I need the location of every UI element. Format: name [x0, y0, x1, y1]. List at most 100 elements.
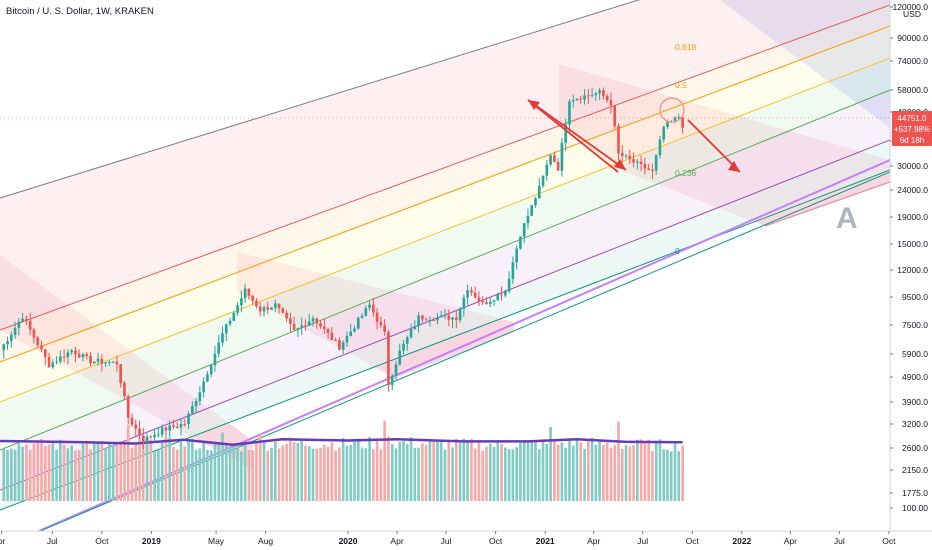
candle [609, 100, 613, 106]
volume-bar [141, 443, 145, 501]
x-tick-label: Oct [95, 536, 109, 546]
volume-bar [658, 439, 662, 501]
fib-label: 0 [675, 246, 680, 256]
candle [307, 321, 311, 326]
candle [341, 342, 345, 350]
candle [70, 350, 73, 353]
candle [51, 362, 55, 368]
volume-bar [66, 448, 70, 501]
candle [409, 329, 413, 338]
candle [643, 163, 647, 169]
volume-bar [247, 450, 251, 501]
candle [338, 339, 341, 350]
candle [32, 329, 36, 338]
volume-bar [255, 441, 258, 501]
y-tick-label: 90000.0 [897, 33, 928, 43]
volume-bar [436, 439, 439, 501]
x-tick-label: 2021 [536, 536, 555, 546]
volume-bar [545, 443, 549, 501]
volume-bar [560, 442, 564, 501]
candle [273, 303, 277, 308]
candle [666, 121, 669, 127]
x-tick-label: 2020 [339, 536, 358, 546]
volume-bar [25, 444, 28, 501]
volume-bar [639, 439, 643, 501]
candle [647, 168, 650, 170]
candle [662, 126, 666, 140]
candle [145, 436, 149, 443]
volume-bar [285, 443, 288, 501]
candle [579, 98, 583, 100]
candle [488, 301, 492, 304]
candle [586, 95, 590, 97]
volume-bar [605, 442, 609, 501]
volume-bar [217, 442, 221, 501]
annotations-layer: A [527, 97, 858, 235]
candle [255, 300, 258, 307]
candle [232, 312, 236, 321]
volume-bar [160, 442, 164, 501]
candle [485, 302, 488, 304]
candle [243, 288, 247, 299]
candle [292, 323, 296, 330]
x-tick-label: Jul [441, 536, 452, 546]
volume-bar [164, 438, 168, 501]
candle [496, 294, 500, 301]
candle [364, 308, 368, 316]
volume-bar [281, 445, 285, 501]
candle [492, 300, 496, 302]
candle [583, 95, 586, 100]
volume-bar [296, 442, 300, 501]
fib-band [0, 5, 890, 362]
volume-bar [221, 432, 224, 501]
candle [100, 358, 104, 364]
volume-bar [353, 441, 356, 501]
candle [206, 374, 209, 382]
volume-bar [553, 439, 556, 501]
candle [134, 424, 138, 429]
candle [77, 354, 81, 358]
candle [96, 358, 100, 362]
volume-bar [349, 445, 353, 501]
candle [383, 325, 386, 332]
y-tick-label: 3200.0 [902, 419, 928, 429]
volume-bar [413, 447, 417, 501]
candle [85, 354, 89, 357]
y-tick-label: 15000.0 [897, 239, 928, 249]
candle [511, 262, 515, 279]
volume-bar [394, 448, 398, 501]
candle [25, 318, 28, 321]
candles-layer [2, 87, 684, 450]
volume-bar [507, 449, 511, 501]
volume-bar [315, 448, 319, 501]
volume-bar [85, 443, 89, 501]
arrow-head [614, 159, 626, 170]
candle [477, 297, 481, 302]
candle [164, 427, 168, 431]
candle [417, 315, 420, 327]
candle [334, 339, 337, 341]
volume-bar [654, 441, 658, 501]
volume-bar [662, 449, 666, 501]
volume-bar [108, 443, 111, 501]
volume-bar [273, 441, 277, 501]
candle [349, 331, 353, 336]
candle [387, 331, 390, 386]
volume-bar [277, 448, 281, 501]
volume-bar [172, 447, 175, 501]
volume-bar [326, 446, 330, 501]
volume-bar [564, 447, 567, 501]
candle [473, 292, 477, 298]
volume-bar [673, 441, 677, 501]
volume-bar [458, 442, 462, 501]
candle [168, 425, 172, 431]
candle [266, 307, 270, 310]
y-tick-label: 4900.0 [902, 372, 928, 382]
y-tick-label: 19000.0 [897, 212, 928, 222]
volume-bar [647, 439, 650, 501]
volume-bar [330, 442, 334, 501]
y-tick-label: 3900.0 [902, 397, 928, 407]
candle [28, 320, 32, 330]
candle [553, 155, 556, 162]
